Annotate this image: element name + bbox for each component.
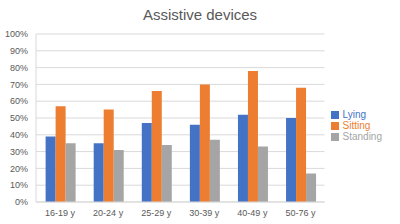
svg-text:30%: 30% xyxy=(10,147,28,157)
svg-text:80%: 80% xyxy=(10,63,28,73)
svg-text:25-29 y: 25-29 y xyxy=(141,208,172,218)
svg-text:20%: 20% xyxy=(10,164,28,174)
svg-text:50%: 50% xyxy=(10,113,28,123)
svg-text:40%: 40% xyxy=(10,130,28,140)
html-text:Assistive devices: Assistive devices xyxy=(142,6,258,23)
svg-text:90%: 90% xyxy=(10,46,28,56)
html-text:Lying: Lying xyxy=(342,108,367,120)
svg-text:0%: 0% xyxy=(15,197,28,207)
svg-text:16-19 y: 16-19 y xyxy=(45,208,76,218)
svg-text:100%: 100% xyxy=(8,29,28,39)
svg-text:50-76 y: 50-76 y xyxy=(285,208,316,218)
svg-text:20-24 y: 20-24 y xyxy=(93,208,124,218)
svg-text:30-39 y: 30-39 y xyxy=(189,208,220,218)
svg-text:70%: 70% xyxy=(10,80,28,90)
svg-text:60%: 60% xyxy=(10,96,28,106)
html-text:Standing: Standing xyxy=(342,130,382,142)
svg-text:10%: 10% xyxy=(10,180,28,190)
html-text:Sitting: Sitting xyxy=(342,119,371,131)
svg-text:40-49 y: 40-49 y xyxy=(237,208,268,218)
